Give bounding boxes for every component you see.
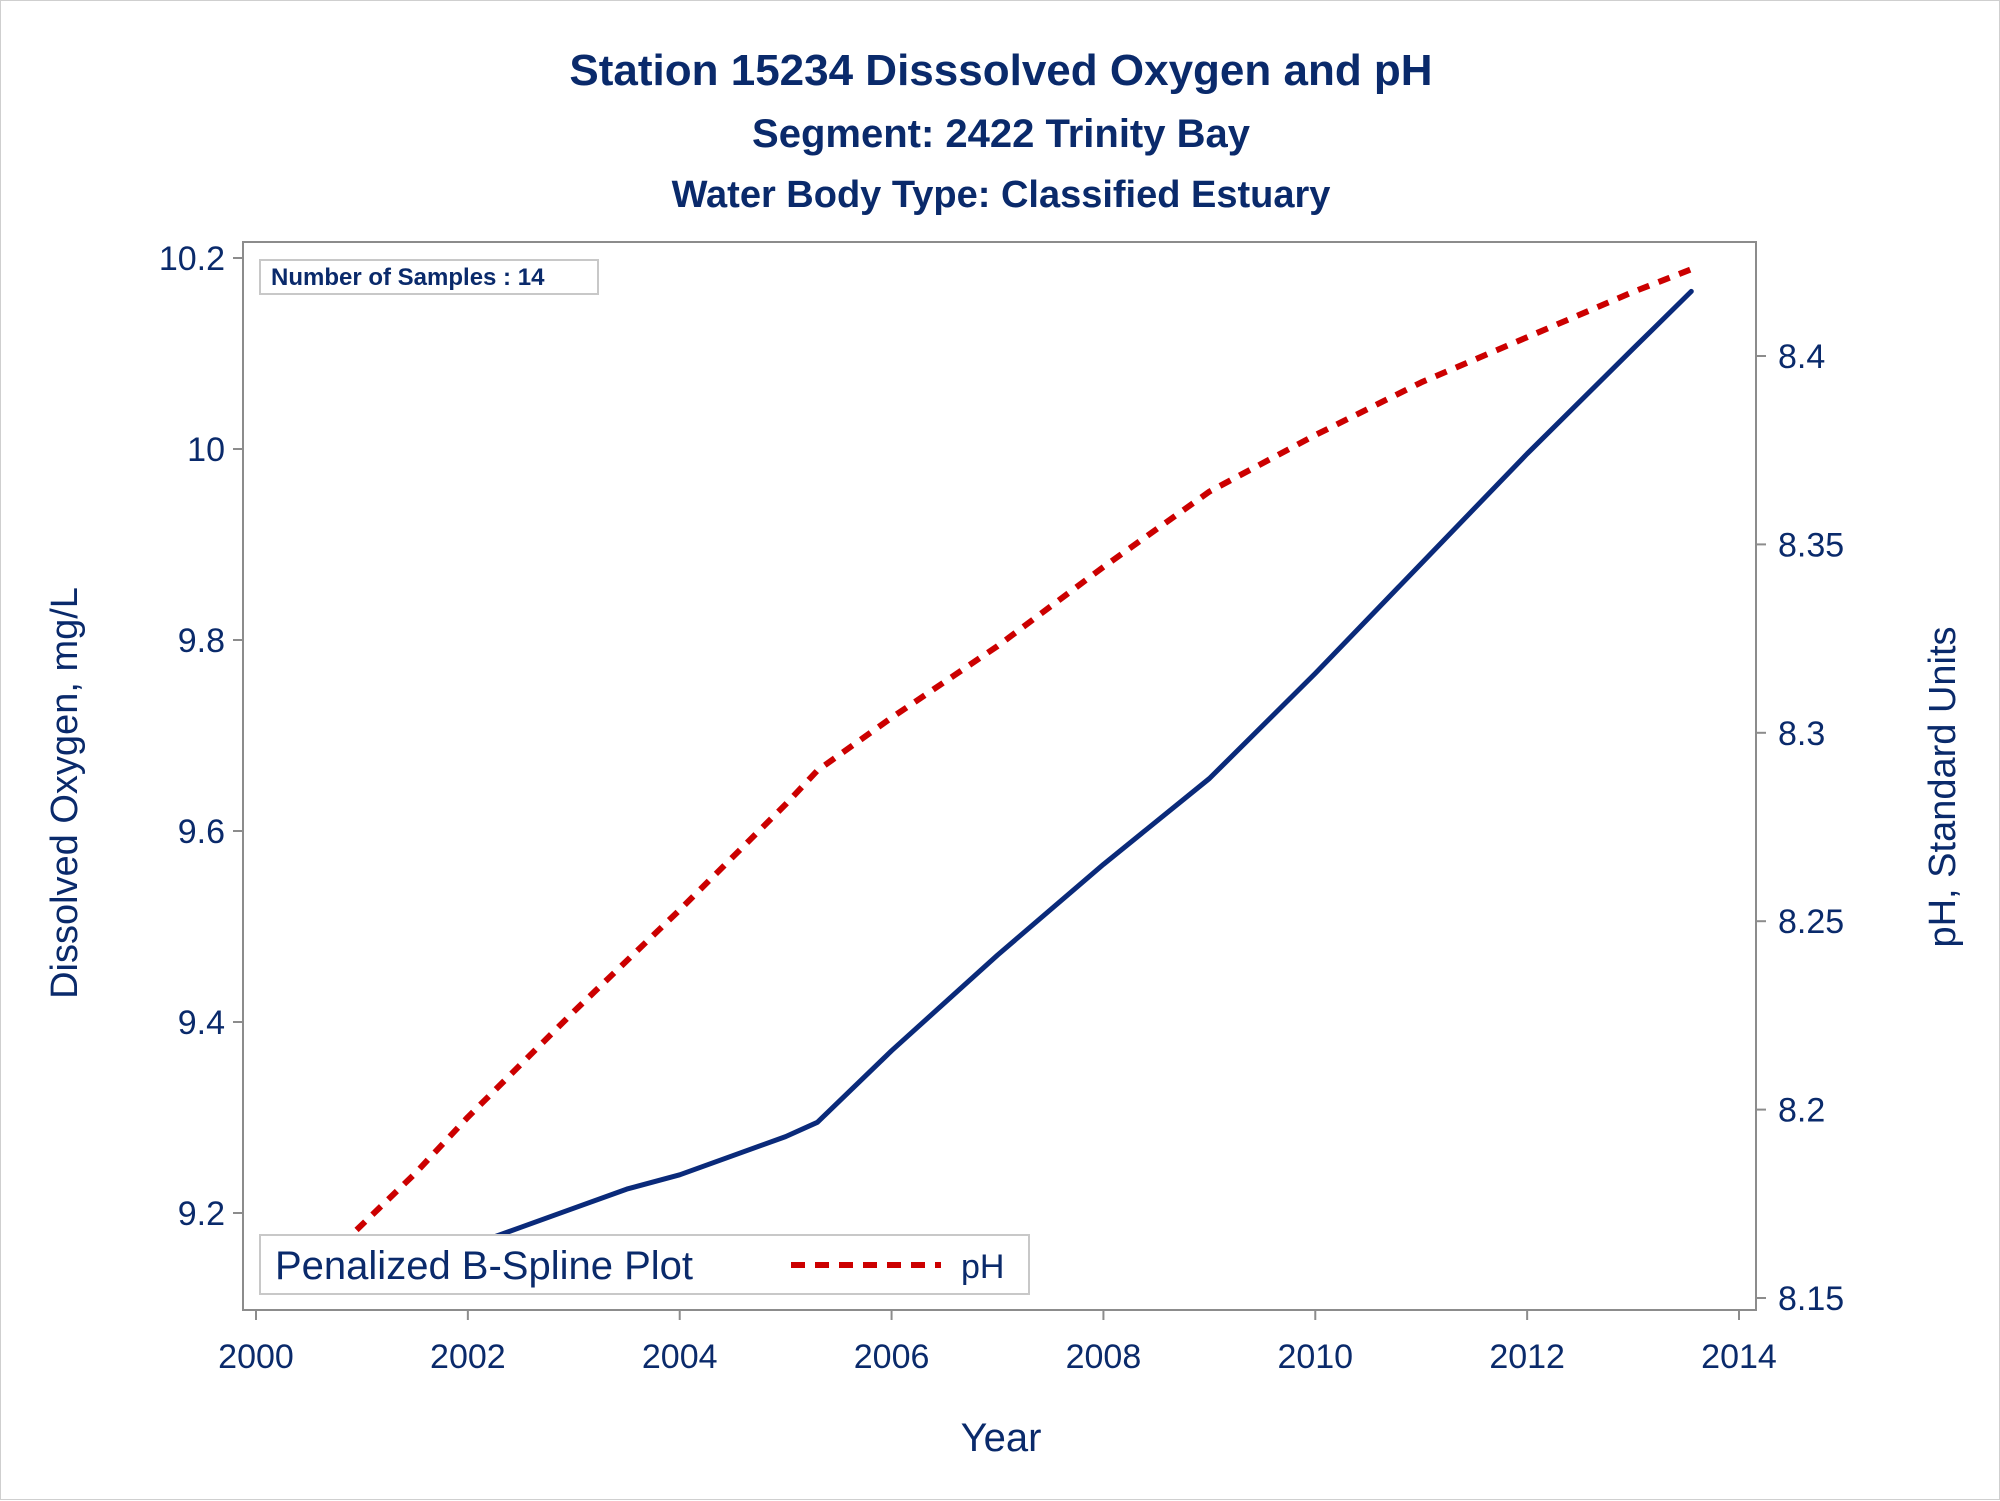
x-tick-label: 2008 [1066, 1338, 1142, 1376]
ph-series-line [338, 266, 1693, 1248]
x-tick-label: 2004 [642, 1338, 718, 1376]
y-left-tick-label: 9.6 [178, 813, 225, 851]
sample-count-box [259, 259, 599, 295]
y-right-tick-label: 8.3 [1778, 715, 1825, 753]
dissolved-oxygen-series-line [338, 288, 1694, 1283]
legend-ph-label: pH [961, 1248, 1004, 1286]
legend-title: Penalized B-Spline Plot [275, 1244, 693, 1288]
y-axis-left: 9.2 9.4 9.6 9.8 10 10.2 [159, 240, 243, 1233]
x-tick-label: 2012 [1489, 1338, 1565, 1376]
chart-title: Station 15234 Disssolved Oxygen and pH [569, 46, 1432, 95]
y-right-tick-label: 8.2 [1778, 1092, 1825, 1130]
x-tick-label: 2002 [430, 1338, 506, 1376]
plot-area [242, 241, 1757, 1311]
x-tick-label: 2006 [854, 1338, 930, 1376]
y-left-tick-label: 10.2 [159, 240, 225, 278]
x-axis-title: Year [961, 1416, 1042, 1460]
y-left-tick-label: 9.4 [178, 1004, 225, 1042]
x-axis: 2000 2002 2004 2006 2008 2010 2012 2014 [218, 1310, 1777, 1376]
y-right-tick-label: 8.15 [1778, 1280, 1844, 1318]
y-right-tick-label: 8.4 [1778, 338, 1825, 376]
chart-subtitle-water-body: Water Body Type: Classified Estuary [672, 174, 1331, 216]
y-left-tick-label: 9.2 [178, 1195, 225, 1233]
y-right-tick-label: 8.35 [1778, 526, 1844, 564]
y-axis-right-title: pH, Standard Units [1922, 626, 1964, 947]
series-layer [338, 266, 1694, 1283]
chart-subtitle-segment: Segment: 2422 Trinity Bay [752, 112, 1251, 156]
x-tick-label: 2000 [218, 1338, 294, 1376]
x-tick-label: 2014 [1701, 1338, 1777, 1376]
y-left-tick-label: 10 [187, 431, 225, 469]
y-right-tick-label: 8.25 [1778, 903, 1844, 941]
y-axis-left-title: Dissolved Oxygen, mg/L [44, 587, 86, 999]
y-left-tick-label: 9.8 [178, 622, 225, 660]
y-axis-right: 8.15 8.2 8.25 8.3 8.35 8.4 [1756, 338, 1844, 1318]
x-tick-label: 2010 [1277, 1338, 1353, 1376]
sample-count-label: Number of Samples : 14 [271, 264, 545, 291]
